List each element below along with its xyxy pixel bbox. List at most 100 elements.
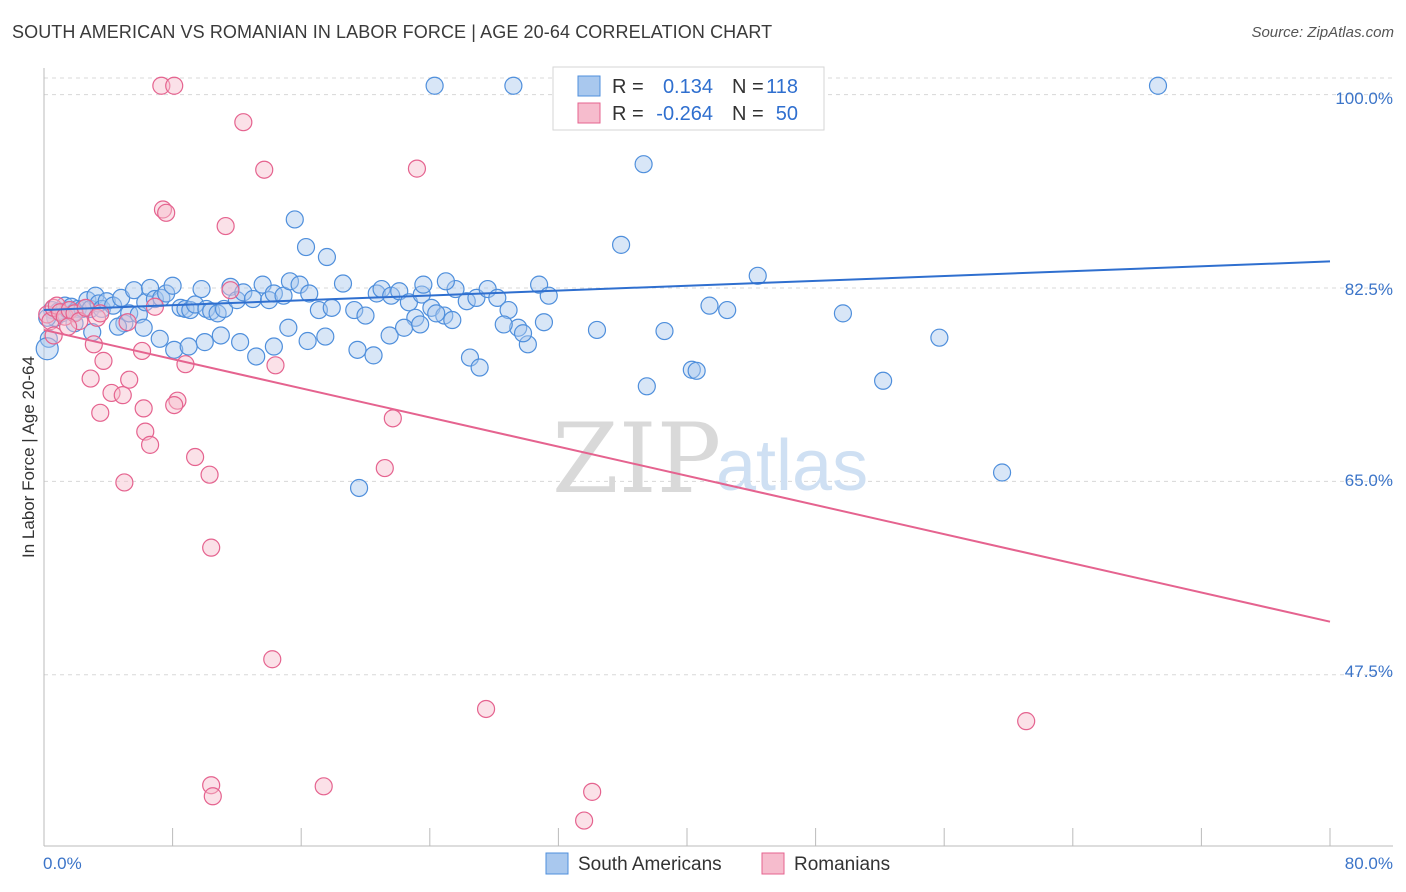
romanians-point xyxy=(221,281,240,300)
romanians-point xyxy=(263,650,282,669)
south-americans-point xyxy=(145,289,165,309)
south-americans-point xyxy=(192,279,211,299)
y-axis-label: In Labor Force | Age 20-64 xyxy=(19,356,38,558)
south-americans-point xyxy=(279,318,298,337)
south-americans-point xyxy=(587,320,607,340)
south-americans-point xyxy=(285,210,304,229)
south-americans-point xyxy=(748,266,767,285)
romanians-point xyxy=(203,787,222,806)
south-americans-point xyxy=(264,337,283,356)
x-tick-label-left: 0.0% xyxy=(43,854,82,873)
romanians-point xyxy=(200,465,219,484)
south-americans-point xyxy=(163,276,182,295)
bottom-legend-swatch-pink xyxy=(761,852,785,875)
south-americans-point xyxy=(509,318,528,337)
romanians-point xyxy=(120,370,139,389)
romanians-point xyxy=(216,216,235,236)
romanians-point xyxy=(59,317,78,336)
south-americans-point xyxy=(317,247,337,267)
legend-swatch-blue xyxy=(577,75,601,97)
series-legend: South Americans Romanians xyxy=(545,852,890,875)
south-americans-point xyxy=(687,361,706,380)
legend-n-value-pink: 50 xyxy=(776,103,798,125)
south-americans-point xyxy=(364,346,383,365)
south-americans-point xyxy=(446,279,465,299)
romanians-point xyxy=(314,777,333,796)
legend-n-value-blue: 118 xyxy=(766,76,798,98)
legend-r-value-pink: -0.264 xyxy=(656,103,713,125)
south-americans-point xyxy=(460,348,480,367)
south-americans-point xyxy=(518,335,537,354)
south-americans-point xyxy=(992,463,1012,482)
y-tick-label-82-5: 82.5% xyxy=(1345,280,1393,299)
south-americans-point xyxy=(316,327,335,346)
south-americans-point xyxy=(108,317,128,336)
romanians-point xyxy=(153,200,173,219)
south-americans-point xyxy=(611,235,631,254)
south-americans-point xyxy=(436,272,455,291)
chart-source: Source: ZipAtlas.com xyxy=(1251,24,1394,41)
south-americans-point xyxy=(414,275,433,294)
correlation-legend: R = 0.134 N = 118 R = -0.264 N = 50 xyxy=(552,66,825,131)
south-americans-point xyxy=(513,324,533,343)
x-tick-label-right: 80.0% xyxy=(1345,854,1393,873)
watermark-atlas: atlas xyxy=(716,426,868,506)
south-americans-point xyxy=(298,331,317,351)
south-americans-point xyxy=(134,318,153,337)
romanians-point xyxy=(81,369,100,388)
south-americans-point xyxy=(874,371,893,390)
south-americans-point xyxy=(356,306,375,325)
south-americans-point xyxy=(181,300,200,320)
south-americans-point xyxy=(150,329,169,348)
south-americans-point xyxy=(930,328,949,347)
romanians-point xyxy=(202,538,221,557)
south-americans-point xyxy=(833,304,853,323)
watermark: ZIP atlas xyxy=(552,403,868,515)
south-americans-point xyxy=(394,318,414,337)
romanians-point xyxy=(94,351,113,370)
south-americans-point xyxy=(211,326,230,345)
south-americans-point xyxy=(700,296,719,315)
south-americans-point xyxy=(247,347,266,366)
y-tick-label-65: 65.0% xyxy=(1345,471,1393,490)
legend-swatch-pink xyxy=(577,102,601,124)
south-americans-point xyxy=(349,478,369,498)
south-americans-point xyxy=(280,272,300,291)
legend-r-value-blue: 0.134 xyxy=(663,76,713,98)
romanians-point xyxy=(266,356,285,375)
romanians-point xyxy=(91,403,110,422)
romanians-point xyxy=(91,304,110,323)
bottom-legend-label-romanians: Romanians xyxy=(794,854,890,875)
south-americans-point xyxy=(718,300,737,320)
legend-n-label-pink: N = xyxy=(732,103,764,125)
south-americans-point xyxy=(348,340,367,359)
romanians-point xyxy=(165,395,184,415)
south-americans-point xyxy=(655,321,674,341)
south-americans-point xyxy=(165,340,184,359)
south-americans-point xyxy=(411,315,430,334)
romanians-point xyxy=(113,386,132,405)
south-americans-point xyxy=(333,274,353,293)
south-americans-point xyxy=(470,358,489,377)
legend-r-label-blue: R = xyxy=(612,76,644,98)
watermark-zip: ZIP xyxy=(552,403,721,515)
tick-labels: 100.0% 82.5% 65.0% 47.5% 0.0% 80.0% In L… xyxy=(19,89,1393,873)
legend-n-label-blue: N = xyxy=(732,76,764,98)
axes xyxy=(43,68,1393,847)
romanians-point xyxy=(84,335,103,354)
south-americans-point xyxy=(214,299,234,319)
bottom-legend-swatch-blue xyxy=(545,852,569,875)
chart-title: SOUTH AMERICAN VS ROMANIAN IN LABOR FORC… xyxy=(12,22,773,42)
south-americans-point xyxy=(179,337,198,356)
south-americans-point xyxy=(443,310,462,330)
south-americans-point xyxy=(504,76,523,95)
romanians-point xyxy=(115,473,134,492)
romanians-point xyxy=(583,782,602,801)
south-americans-point xyxy=(457,292,476,311)
romanians-point xyxy=(255,160,274,179)
south-americans-point xyxy=(425,76,444,95)
south-americans-point xyxy=(345,300,364,320)
south-americans-point xyxy=(637,377,656,396)
south-americans-point xyxy=(634,155,653,174)
romanians-point xyxy=(1017,712,1036,731)
